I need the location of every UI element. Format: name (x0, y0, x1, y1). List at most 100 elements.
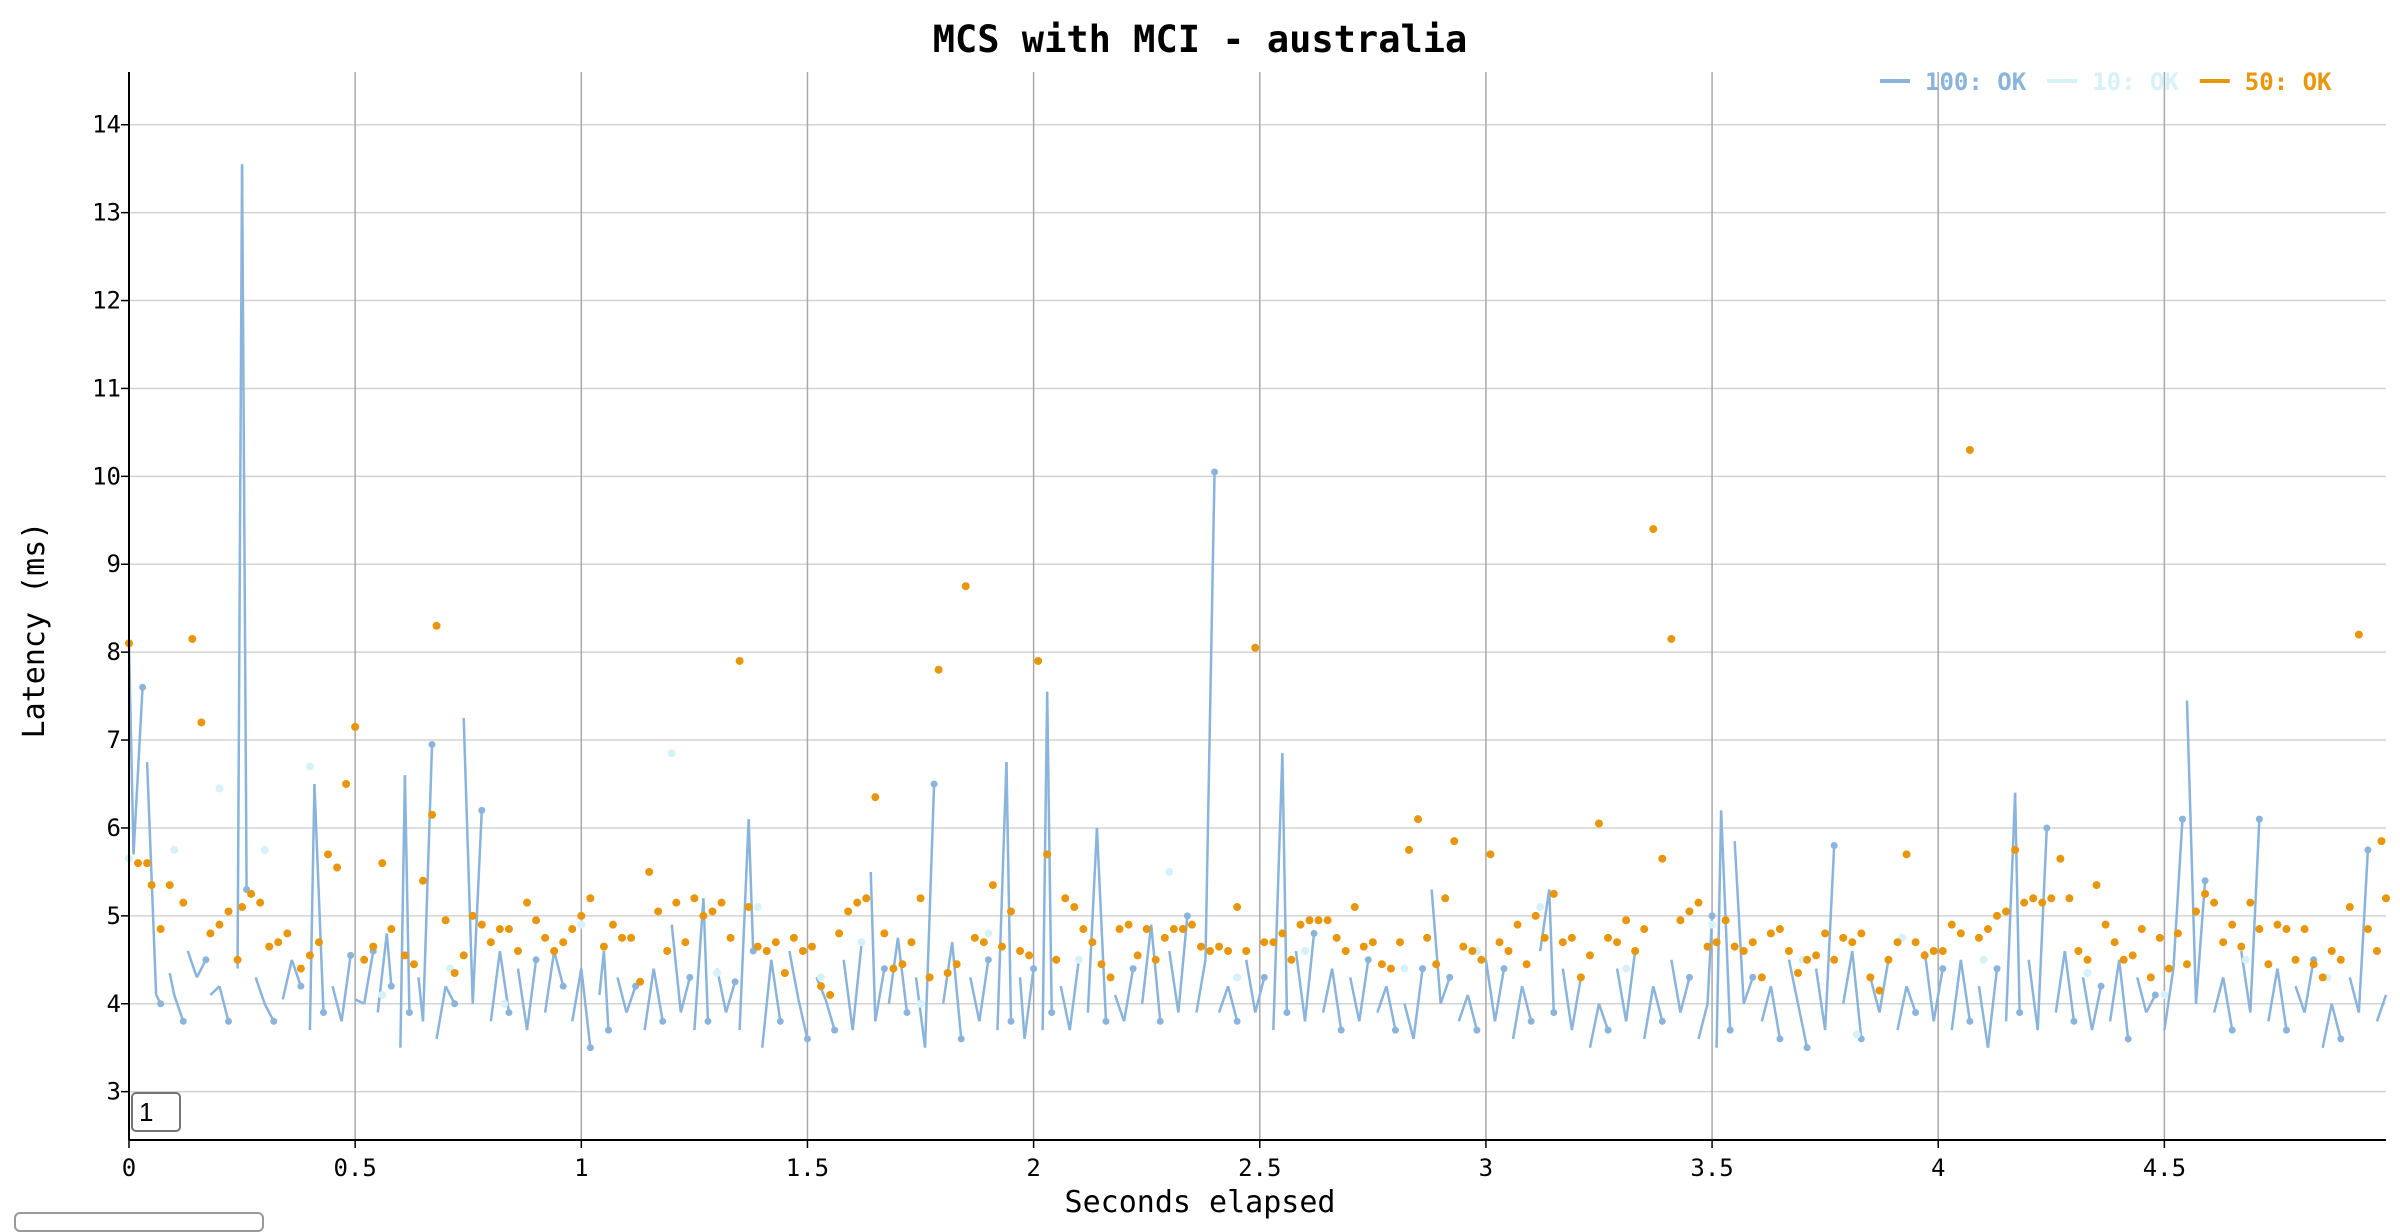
series-point (1102, 1017, 1110, 1025)
series-point (1486, 850, 1495, 859)
series-point (1721, 916, 1730, 925)
series-segment (1923, 950, 1935, 1022)
series-point (2364, 846, 2372, 854)
series-point (2291, 955, 2300, 964)
x-tick-label: 1 (574, 1154, 588, 1182)
series-point (428, 810, 437, 819)
series-point (274, 938, 283, 947)
series-point (2151, 991, 2159, 999)
series-point (817, 973, 826, 982)
resolution-input[interactable]: 1 (131, 1092, 181, 1132)
series-point (256, 898, 265, 907)
series-point (1803, 1044, 1811, 1052)
series-point (1269, 938, 1278, 947)
series-segment (1814, 968, 1827, 1031)
series-segment (2321, 1003, 2333, 1048)
series-point (663, 947, 672, 956)
series-point (1803, 955, 1812, 964)
series-segment (1950, 959, 1963, 1031)
series-point (1604, 1026, 1612, 1034)
series-point (215, 784, 224, 793)
series-point (1631, 947, 1640, 956)
plot-area (125, 164, 2390, 1052)
bottom-control[interactable] (14, 1212, 264, 1232)
y-tick-label: 6 (107, 814, 121, 842)
series-point (1377, 960, 1386, 969)
series-point (1775, 925, 1784, 934)
series-point (1395, 938, 1404, 947)
series-point (1151, 955, 1160, 964)
series-point (2092, 881, 2101, 890)
series-point (2124, 1035, 2132, 1043)
series-point (681, 938, 690, 947)
series-point (400, 951, 409, 960)
series-segment (240, 164, 248, 890)
series-point (477, 920, 486, 929)
series-point (835, 929, 844, 938)
series-segment (580, 968, 592, 1048)
series-point (672, 898, 681, 907)
series-point (753, 903, 762, 912)
series-point (1061, 894, 1070, 903)
series-segment (1715, 810, 1723, 1048)
series-point (762, 947, 771, 956)
series-segment (1068, 959, 1081, 1031)
series-segment (693, 898, 705, 1031)
series-segment (421, 744, 434, 1022)
series-point (1405, 845, 1414, 854)
series-point (627, 933, 636, 942)
y-tick-label: 11 (92, 374, 121, 402)
series-segment (2036, 827, 2049, 1031)
series-segment (851, 942, 863, 1031)
series-point (428, 740, 436, 748)
series-point (1006, 907, 1015, 916)
series-point (1685, 973, 1693, 981)
series-segment (1679, 977, 1691, 1013)
series-point (726, 933, 735, 942)
series-point (134, 859, 143, 868)
series-point (1920, 951, 1929, 960)
series-segment (1597, 1003, 1610, 1031)
series-segment (747, 819, 755, 952)
series-segment (969, 977, 981, 1022)
series-segment (1466, 994, 1479, 1031)
series-point (636, 977, 645, 986)
series-point (1749, 973, 1757, 981)
series-segment (1412, 968, 1424, 1040)
series-point (157, 1000, 165, 1008)
series-segment (896, 937, 909, 1013)
legend[interactable]: 100: OK 10: OK 50: OK (1880, 68, 2332, 96)
series-point (1536, 903, 1545, 912)
series-segment (1484, 959, 1497, 1022)
series-point (1929, 947, 1938, 956)
series-point (260, 845, 269, 854)
series-point (1522, 960, 1531, 969)
series-point (686, 973, 694, 981)
series-point (1115, 925, 1124, 934)
series-point (532, 916, 541, 925)
series-point (1233, 903, 1242, 912)
series-point (1504, 947, 1513, 956)
series-point (1233, 1017, 1241, 1025)
series-segment (602, 950, 610, 1031)
series-point (215, 920, 224, 929)
series-segment (2212, 977, 2225, 1013)
series-point (409, 960, 418, 969)
series-point (1550, 1009, 1558, 1017)
series-segment (1095, 827, 1108, 1022)
series-point (1875, 986, 1884, 995)
series-point (1549, 889, 1558, 898)
series-segment (1226, 985, 1239, 1022)
series-point (586, 1044, 594, 1052)
series-point (1531, 911, 1540, 920)
series-point (2128, 951, 2137, 960)
series-point (2363, 925, 2372, 934)
series-segment (2063, 950, 2076, 1022)
series-segment (489, 950, 502, 1022)
series-segment (2081, 977, 2094, 1031)
series-segment (1823, 845, 1836, 1031)
series-point (1830, 842, 1838, 850)
series-point (1215, 942, 1224, 951)
series-point (324, 850, 333, 859)
y-tick-label: 12 (92, 287, 121, 315)
